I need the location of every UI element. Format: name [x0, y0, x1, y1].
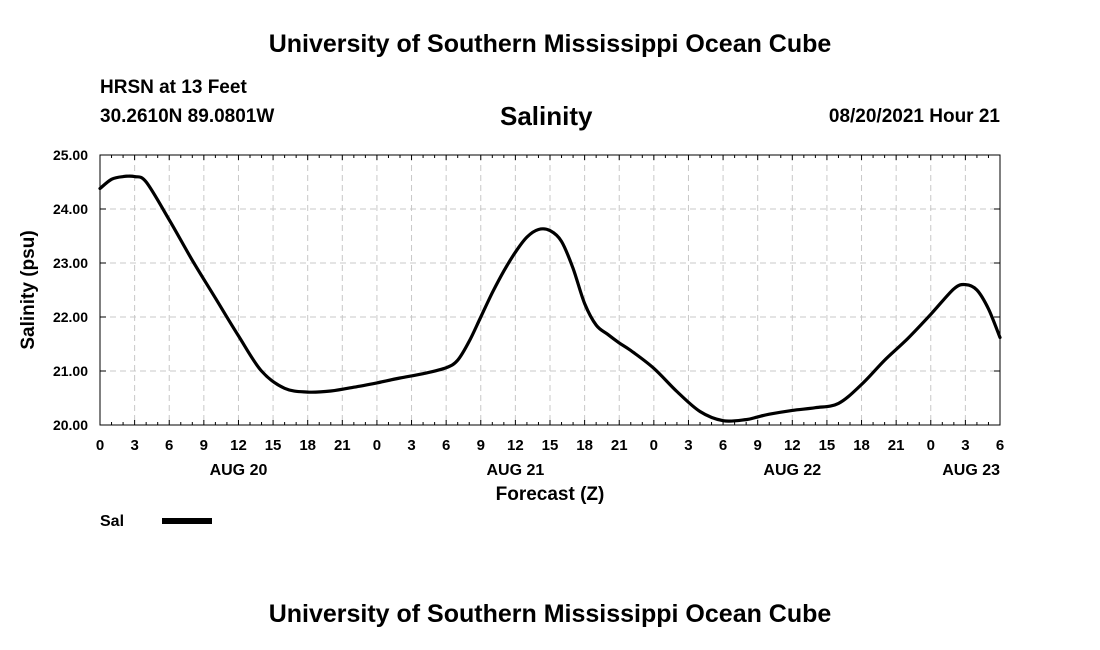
- x-tick-label: 3: [130, 437, 138, 454]
- y-axis-title: Salinity (psu): [18, 230, 39, 349]
- footer-title: University of Southern Mississippi Ocean…: [268, 600, 832, 628]
- y-tick-label: 20.00: [53, 417, 88, 433]
- day-label: AUG 21: [486, 462, 544, 479]
- x-tick-label: 3: [961, 437, 969, 454]
- x-tick-label: 18: [853, 437, 870, 454]
- axis-labels: 0 3 6 9 12 15 18 21 0 3 6 9 12 15 18 21 0 3 6 9 12 15 18 21 0 3 6 2…: [53, 147, 1004, 479]
- y-tick-label: 24.00: [53, 201, 88, 217]
- datetime-label: 08/20/2021 Hour 21: [828, 106, 1000, 127]
- coordinates-label: 30.2610N 89.0801W: [100, 106, 275, 127]
- station-label: HRSN at 13 Feet: [100, 77, 247, 98]
- day-label: AUG 22: [763, 462, 821, 479]
- x-tick-label: 9: [200, 437, 208, 454]
- x-tick-label: 3: [407, 437, 415, 454]
- x-tick-label: 0: [96, 437, 104, 454]
- x-tick-label: 18: [576, 437, 593, 454]
- x-tick-label: 18: [299, 437, 316, 454]
- x-tick-label: 15: [542, 437, 559, 454]
- x-tick-label: 15: [819, 437, 836, 454]
- grid: [100, 155, 1000, 425]
- x-tick-label: 6: [442, 437, 450, 454]
- x-tick-label: 3: [684, 437, 692, 454]
- y-tick-label: 23.00: [53, 255, 88, 271]
- x-tick-label: 21: [334, 437, 351, 454]
- x-tick-label: 15: [265, 437, 282, 454]
- series-line-sal: [98, 174, 1002, 423]
- y-tick-label: 21.00: [53, 363, 88, 379]
- x-tick-label: 0: [927, 437, 935, 454]
- chart-title: Salinity: [500, 101, 593, 131]
- main-title: University of Southern Mississippi Ocean…: [268, 30, 832, 58]
- series-layer: [98, 174, 1002, 423]
- y-tick-label: 22.00: [53, 309, 88, 325]
- x-tick-label: 6: [719, 437, 727, 454]
- x-tick-label: 12: [507, 437, 524, 454]
- x-tick-label: 0: [650, 437, 658, 454]
- x-axis-title: Forecast (Z): [496, 484, 605, 505]
- x-tick-label: 21: [611, 437, 628, 454]
- x-tick-label: 6: [996, 437, 1004, 454]
- x-tick-label: 9: [477, 437, 485, 454]
- day-label: AUG 23: [942, 462, 1000, 479]
- legend-label: Sal: [100, 513, 124, 530]
- x-tick-label: 12: [784, 437, 801, 454]
- x-tick-label: 0: [373, 437, 381, 454]
- day-label: AUG 20: [210, 462, 268, 479]
- x-tick-label: 21: [888, 437, 905, 454]
- x-tick-label: 6: [165, 437, 173, 454]
- x-tick-label: 9: [754, 437, 762, 454]
- y-tick-label: 25.00: [53, 147, 88, 163]
- axis-ticks: [99, 154, 1001, 426]
- x-tick-label: 12: [230, 437, 247, 454]
